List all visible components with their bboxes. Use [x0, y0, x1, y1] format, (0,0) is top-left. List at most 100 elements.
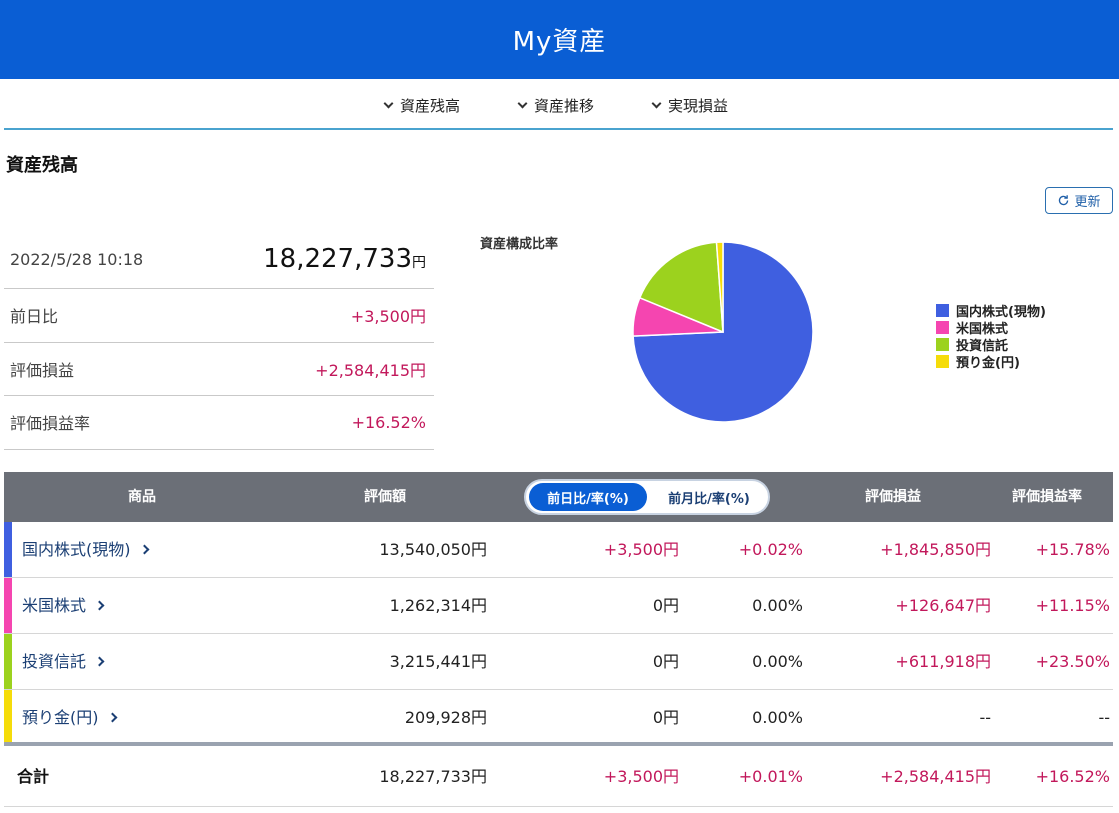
chevron-down-icon	[383, 98, 394, 108]
nav-item-label: 実現損益	[668, 96, 729, 115]
nav-item-label: 資産残高	[399, 96, 460, 115]
balance-summary: 2022/5/28 10:18 18,227,733円 前日比 +3,500円 …	[4, 230, 434, 450]
total-balance-value: 18,227,733	[263, 244, 412, 274]
nav-item-label: 資産推移	[533, 96, 594, 115]
day-rate-cell: 0.00%	[752, 652, 803, 671]
table-row: 米国株式 1,262,314円 0円 0.00% +126,647円 +11.1…	[4, 578, 1113, 634]
day-diff-cell: 0円	[652, 708, 679, 727]
page-title: My資産	[512, 27, 607, 57]
table-row: 預り金(円) 209,928円 0円 0.00% -- --	[4, 690, 1113, 746]
product-link[interactable]: 投資信託	[22, 634, 105, 690]
total-day-diff: +3,500円	[603, 767, 679, 786]
chevron-right-icon	[94, 656, 105, 667]
refresh-icon	[1059, 195, 1069, 206]
summary-value: +16.52%	[351, 412, 426, 432]
legend-swatch	[936, 304, 949, 317]
chevron-down-icon	[651, 98, 662, 108]
product-name: 米国株式	[22, 596, 87, 615]
day-diff-cell: +3,500円	[603, 540, 679, 559]
product-link[interactable]: 米国株式	[22, 578, 105, 634]
table-row: 国内株式(現物) 13,540,050円 +3,500円 +0.02% +1,8…	[4, 522, 1113, 578]
holdings-table: 商品 評価額 前日比/率(%) 前月比/率(%) 評価損益 評価損益率 国内株式…	[4, 472, 1113, 807]
amount-cell: 1,262,314円	[389, 596, 487, 615]
summary-value: +2,584,415円	[315, 360, 426, 380]
amount-cell: 13,540,050円	[379, 540, 487, 559]
header-product: 商品	[128, 489, 156, 505]
legend-item: 投資信託	[936, 336, 1046, 354]
chevron-right-icon	[139, 544, 149, 555]
day-rate-cell: 0.00%	[752, 596, 803, 615]
chevron-right-icon	[94, 600, 105, 611]
legend-label: 国内株式(現物)	[956, 305, 1046, 320]
pl-cell: +126,647円	[895, 596, 991, 615]
pie-slice	[715, 241, 724, 333]
chevron-down-icon	[517, 98, 528, 108]
legend-swatch	[936, 321, 949, 334]
legend-item: 国内株式(現物)	[936, 302, 1046, 320]
total-day-rate: +0.01%	[738, 767, 803, 786]
nav-item-balance[interactable]: 資産残高	[383, 95, 466, 116]
day-diff-cell: 0円	[652, 652, 679, 671]
legend-label: 米国株式	[956, 322, 1009, 337]
pl-cell: +611,918円	[895, 652, 991, 671]
table-total-row: 合計 18,227,733円 +3,500円 +0.01% +2,584,415…	[4, 746, 1113, 807]
header-pl-rate: 評価損益率	[1012, 489, 1082, 505]
day-rate-cell: 0.00%	[752, 708, 803, 727]
pl-rate-cell: --	[1098, 708, 1110, 727]
asset-pie-chart	[632, 241, 814, 423]
legend-item: 預り金(円)	[936, 353, 1046, 371]
toggle-month-button[interactable]: 前月比/率(%)	[668, 491, 750, 507]
toggle-day-button[interactable]: 前日比/率(%)	[529, 483, 647, 511]
total-balance-unit: 円	[412, 255, 426, 271]
table-header: 商品 評価額 前日比/率(%) 前月比/率(%) 評価損益 評価損益率	[4, 472, 1113, 522]
product-name: 国内株式(現物)	[22, 540, 131, 559]
refresh-button[interactable]: 更新	[1045, 187, 1113, 214]
category-color-bar	[4, 634, 12, 689]
section-nav: 資産残高 資産推移 実現損益	[0, 79, 1119, 131]
total-label: 合計	[17, 767, 50, 786]
summary-row-day-diff: 前日比 +3,500円	[4, 289, 434, 343]
chart-legend: 国内株式(現物) 米国株式 投資信託 預り金(円)	[936, 302, 1046, 371]
amount-cell: 3,215,441円	[389, 652, 487, 671]
legend-label: 預り金(円)	[956, 356, 1020, 371]
legend-item: 米国株式	[936, 319, 1046, 337]
summary-value: +3,500円	[350, 307, 426, 327]
product-link[interactable]: 国内株式(現物)	[22, 522, 149, 578]
summary-label: 前日比	[10, 307, 59, 327]
category-color-bar	[4, 690, 12, 742]
pl-cell: --	[979, 708, 991, 727]
amount-cell: 209,928円	[404, 708, 487, 727]
table-row: 投資信託 3,215,441円 0円 0.00% +611,918円 +23.5…	[4, 634, 1113, 690]
legend-swatch	[936, 355, 949, 368]
legend-swatch	[936, 338, 949, 351]
period-toggle: 前日比/率(%) 前月比/率(%)	[524, 479, 770, 515]
summary-row-pl-rate: 評価損益率 +16.52%	[4, 396, 434, 450]
total-balance-row: 2022/5/28 10:18 18,227,733円	[4, 230, 434, 289]
nav-item-realized[interactable]: 実現損益	[651, 95, 734, 116]
pl-cell: +1,845,850円	[880, 540, 991, 559]
category-color-bar	[4, 578, 12, 633]
app-header: My資産	[0, 0, 1119, 79]
total-pl: +2,584,415円	[880, 767, 991, 786]
nav-item-history[interactable]: 資産推移	[517, 95, 600, 116]
legend-label: 投資信託	[956, 339, 1009, 354]
total-balance: 18,227,733円	[263, 244, 426, 274]
chevron-right-icon	[107, 712, 117, 723]
product-link[interactable]: 預り金(円)	[22, 690, 117, 746]
balance-datetime: 2022/5/28 10:18	[10, 249, 144, 269]
header-pl: 評価損益	[865, 489, 921, 505]
summary-label: 評価損益	[10, 360, 75, 380]
pl-rate-cell: +11.15%	[1035, 596, 1110, 615]
category-color-bar	[4, 522, 12, 577]
total-pl-rate: +16.52%	[1035, 767, 1110, 786]
product-name: 投資信託	[22, 652, 87, 671]
total-amount: 18,227,733円	[379, 767, 487, 786]
pl-rate-cell: +15.78%	[1035, 540, 1110, 559]
summary-row-pl: 評価損益 +2,584,415円	[4, 343, 434, 396]
day-diff-cell: 0円	[652, 596, 679, 615]
refresh-label: 更新	[1074, 195, 1101, 210]
chart-title: 資産構成比率	[480, 237, 559, 252]
summary-label: 評価損益率	[10, 414, 91, 434]
header-amount: 評価額	[364, 489, 406, 505]
pie-slice	[638, 241, 724, 334]
